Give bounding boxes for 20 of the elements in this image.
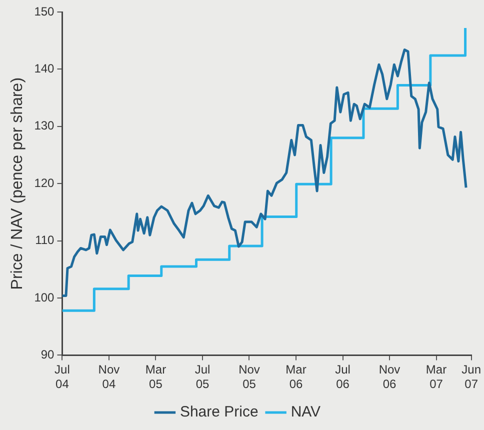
- x-tick-label: Mar 06: [286, 362, 306, 392]
- y-tick-label: 130: [34, 118, 55, 133]
- legend-label: NAV: [290, 404, 321, 421]
- y-tick-label: 120: [34, 176, 55, 190]
- x-tick-label: Nov 05: [238, 362, 260, 392]
- y-tick-label: 110: [35, 233, 55, 248]
- x-tick-label: Jul 06: [335, 362, 350, 392]
- x-tick-label: Jul 05: [194, 362, 210, 392]
- x-tick-label: Jul 04: [54, 362, 70, 392]
- y-tick-label: 90: [40, 348, 55, 362]
- x-tick-label: Mar 07: [426, 362, 447, 392]
- y-tick-label: 150: [34, 4, 55, 18]
- y-tick-label: 140: [34, 62, 55, 76]
- x-tick-label: Nov 04: [98, 362, 120, 392]
- legend-label: Share Price: [180, 404, 258, 421]
- x-tick-label: Jun 07: [462, 362, 482, 392]
- x-tick-label: Mar 05: [145, 362, 166, 392]
- y-tick-label: 100: [34, 290, 55, 304]
- x-tick-label: Nov 06: [378, 362, 400, 392]
- y-axis-title: Price / NAV (pence per share): [9, 77, 26, 290]
